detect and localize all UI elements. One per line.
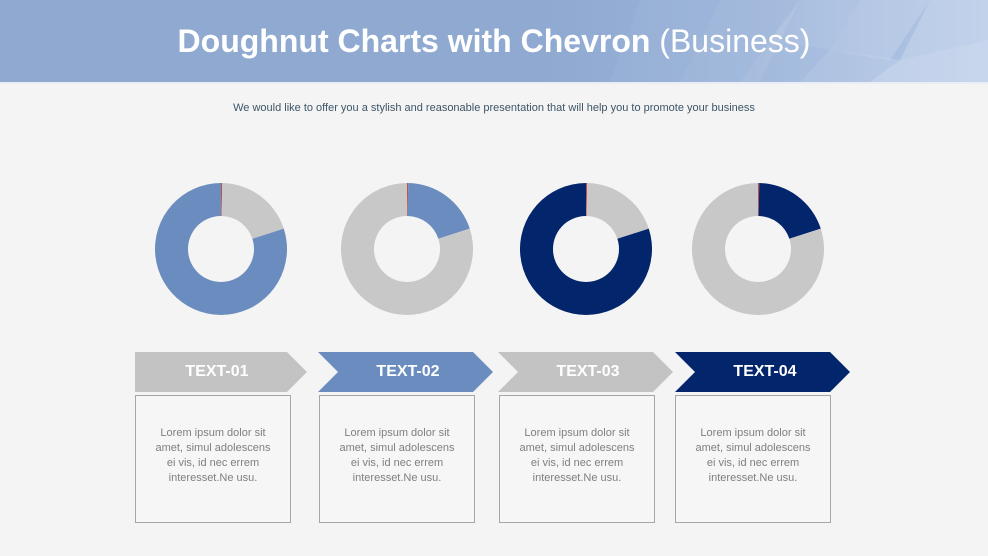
- body-line: amet, simul adolescens: [339, 442, 455, 454]
- body-line: amet, simul adolescens: [519, 442, 635, 454]
- body-line: ei vis, id nec errem: [350, 457, 444, 469]
- text-box-1: Lorem ipsum dolor sit amet, simul adoles…: [135, 395, 291, 523]
- body-line: ei vis, id nec errem: [706, 457, 800, 469]
- chevron-shape: [498, 352, 673, 392]
- body-text: Lorem ipsum dolor sit amet, simul adoles…: [144, 426, 282, 486]
- chevron-2: TEXT-02: [318, 352, 494, 392]
- chevron-shape: [675, 352, 850, 392]
- body-line: Lorem ipsum dolor sit: [160, 427, 266, 439]
- doughnut-slice: [758, 183, 821, 239]
- chevron-label: TEXT-02: [376, 363, 440, 380]
- chevron-3: TEXT-03: [498, 352, 674, 392]
- body-line: interesset.Ne usu.: [708, 472, 798, 484]
- text-box-2: Lorem ipsum dolor sit amet, simul adoles…: [319, 395, 475, 523]
- page-title: Doughnut Charts with Chevron (Business): [0, 20, 988, 62]
- doughnut-slice: [586, 183, 588, 217]
- doughnut-slice: [758, 183, 760, 217]
- body-line: Lorem ipsum dolor sit: [700, 427, 806, 439]
- chevron-4: TEXT-04: [675, 352, 851, 392]
- doughnut-slice: [221, 183, 223, 217]
- chevron-label: TEXT-03: [556, 363, 620, 380]
- body-line: interesset.Ne usu.: [168, 472, 258, 484]
- doughnut-slice: [407, 183, 470, 239]
- chevron-shape: [135, 352, 307, 392]
- text-box-3: Lorem ipsum dolor sit amet, simul adoles…: [499, 395, 655, 523]
- body-line: amet, simul adolescens: [695, 442, 811, 454]
- doughnut-chart-1: [153, 181, 289, 317]
- doughnut-slice: [221, 183, 284, 239]
- chevron-label: TEXT-01: [185, 363, 249, 380]
- doughnut-chart-3: [518, 181, 654, 317]
- doughnut-chart-4: [690, 181, 826, 317]
- doughnut-slice: [692, 183, 824, 315]
- body-line: Lorem ipsum dolor sit: [524, 427, 630, 439]
- body-line: amet, simul adolescens: [155, 442, 271, 454]
- body-text: Lorem ipsum dolor sit amet, simul adoles…: [684, 426, 822, 486]
- body-line: interesset.Ne usu.: [352, 472, 442, 484]
- doughnut-slice: [341, 183, 473, 315]
- doughnut-slice: [155, 183, 287, 315]
- header-divider: [0, 82, 988, 84]
- body-line: ei vis, id nec errem: [530, 457, 624, 469]
- title-banner: Doughnut Charts with Chevron (Business): [0, 0, 988, 82]
- body-text: Lorem ipsum dolor sit amet, simul adoles…: [508, 426, 646, 486]
- subtitle: We would like to offer you a stylish and…: [233, 102, 755, 114]
- title-suffix: (Business): [659, 23, 811, 59]
- doughnut-slice: [586, 183, 649, 239]
- title-main: Doughnut Charts with Chevron: [177, 23, 651, 59]
- doughnut-slice: [520, 183, 652, 315]
- decorative-facets: [610, 0, 988, 82]
- body-text: Lorem ipsum dolor sit amet, simul adoles…: [328, 426, 466, 486]
- body-line: Lorem ipsum dolor sit: [344, 427, 450, 439]
- doughnut-slice: [407, 183, 409, 217]
- chevron-shape: [318, 352, 493, 392]
- chevron-label: TEXT-04: [733, 363, 797, 380]
- doughnut-chart-2: [339, 181, 475, 317]
- body-line: ei vis, id nec errem: [166, 457, 260, 469]
- text-box-4: Lorem ipsum dolor sit amet, simul adoles…: [675, 395, 831, 523]
- chevron-1: TEXT-01: [135, 352, 311, 392]
- body-line: interesset.Ne usu.: [532, 472, 622, 484]
